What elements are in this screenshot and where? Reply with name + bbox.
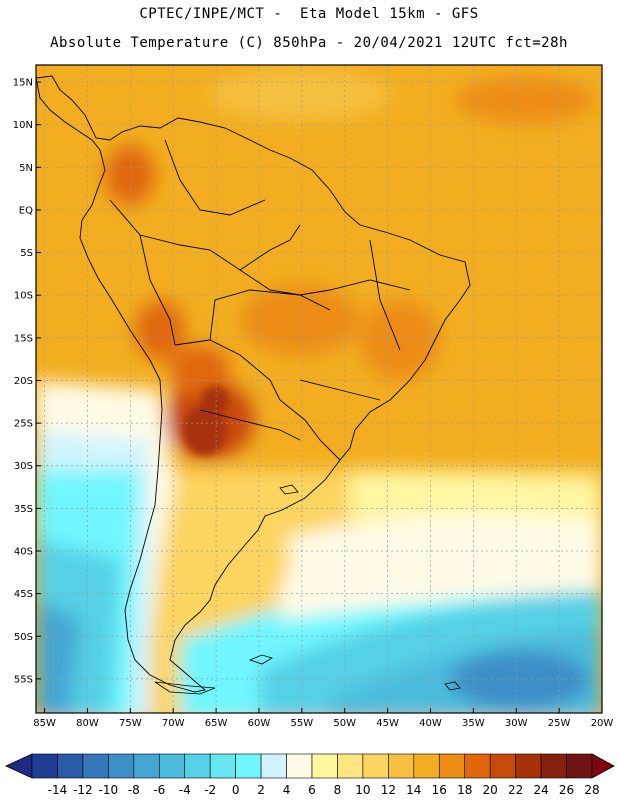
- colorbar-label: -12: [73, 783, 93, 797]
- colorbar-label: 10: [355, 783, 370, 797]
- lat-label: 15N: [13, 78, 33, 89]
- lon-label: 20W: [591, 718, 614, 729]
- lon-label: 60W: [248, 718, 271, 729]
- lon-label: 70W: [162, 718, 185, 729]
- lat-label: 20S: [14, 376, 33, 387]
- colorbar-swatch: [158, 753, 186, 779]
- map-frame: [35, 64, 603, 714]
- colorbar-label: -8: [128, 783, 140, 797]
- lat-label: EQ: [19, 205, 33, 216]
- coastline: [36, 75, 471, 693]
- lon-label: 75W: [119, 718, 142, 729]
- colorbar-label: -10: [99, 783, 119, 797]
- longitude-labels: 85W 80W 75W 70W 65W 60W 55W 50W 45W 40W 35W 30W 25W 2…: [33, 718, 613, 729]
- lat-label: 45S: [14, 589, 33, 600]
- colorbar-swatch: [540, 753, 567, 779]
- colorbar-swatch: [388, 753, 415, 779]
- lat-lon-grid: [36, 65, 603, 713]
- islands: [154, 484, 461, 695]
- colorbar-label: 18: [457, 783, 472, 797]
- lon-label: 65W: [205, 718, 228, 729]
- colorbar-swatch: [489, 753, 516, 779]
- colorbar-swatch: [133, 753, 160, 779]
- lat-label: 30S: [14, 461, 33, 472]
- colorbar-label: 28: [584, 783, 599, 797]
- temperature-field: [36, 65, 602, 713]
- colorbar-swatch: [82, 753, 109, 779]
- lon-label: 55W: [291, 718, 314, 729]
- colorbar-label: 26: [559, 783, 574, 797]
- colorbar-label: 6: [308, 783, 316, 797]
- colorbar-over-arrow: [591, 753, 615, 779]
- lat-label: 50S: [14, 632, 33, 643]
- colorbar-swatch: [362, 753, 389, 779]
- colorbar: -14 -12 -10 -8 -6 -4 -2 0 2 4 6 8 10 12 14 16 18 20 22 24 26…: [5, 753, 615, 797]
- colorbar-swatch: [108, 753, 135, 779]
- colorbar-label: 8: [334, 783, 342, 797]
- colorbar-swatch: [337, 753, 364, 779]
- colorbar-label: 20: [483, 783, 498, 797]
- lat-label: 35S: [14, 504, 33, 515]
- lat-label: 40S: [14, 547, 33, 558]
- colorbar-label: -2: [204, 783, 216, 797]
- colorbar-swatch: [184, 753, 211, 779]
- colorbar-swatch: [209, 753, 236, 779]
- lon-label: 30W: [505, 718, 528, 729]
- colorbar-swatch: [286, 753, 313, 779]
- lat-label: 5S: [20, 248, 33, 259]
- colorbar-swatch: [311, 753, 338, 779]
- lat-label: 5N: [19, 163, 33, 174]
- lon-label: 85W: [33, 718, 56, 729]
- colorbar-swatch: [566, 753, 593, 779]
- colorbar-swatch: [438, 753, 466, 779]
- colorbar-label: -4: [179, 783, 191, 797]
- lat-label: 15S: [14, 333, 33, 344]
- colorbar-label: 0: [232, 783, 240, 797]
- latitude-labels: 15N 10N 5N EQ 5S 10S 15S 20S 25S 30S 35S 40S 45S 50S 5…: [13, 78, 33, 686]
- lat-label: 55S: [14, 674, 33, 685]
- colorbar-swatch: [235, 753, 262, 779]
- lon-label: 25W: [548, 718, 571, 729]
- lat-label: 10N: [13, 120, 33, 131]
- colorbar-swatch: [31, 753, 58, 779]
- colorbar-under-arrow: [5, 753, 33, 779]
- colorbar-label: 22: [508, 783, 523, 797]
- colorbar-label: -14: [48, 783, 68, 797]
- colorbar-label: 4: [283, 783, 291, 797]
- colorbar-swatch: [260, 753, 287, 779]
- map-title-line-1: CPTEC/INPE/MCT - Eta Model 15km - GFS: [139, 6, 479, 22]
- colorbar-label: 2: [257, 783, 265, 797]
- lon-label: 40W: [419, 718, 442, 729]
- colorbar-label: 16: [432, 783, 447, 797]
- lon-label: 35W: [462, 718, 485, 729]
- lon-label: 50W: [333, 718, 356, 729]
- colorbar-label: 14: [406, 783, 421, 797]
- colorbar-label: 12: [381, 783, 396, 797]
- colorbar-label: -6: [153, 783, 165, 797]
- colorbar-swatch: [413, 753, 440, 779]
- lat-label: 25S: [14, 419, 33, 430]
- colorbar-swatch: [57, 753, 84, 779]
- colorbar-label: 24: [533, 783, 548, 797]
- map-title-line-2: Absolute Temperature (C) 850hPa - 20/04/…: [50, 35, 568, 51]
- lon-label: 45W: [376, 718, 399, 729]
- lat-label: 10S: [14, 291, 33, 302]
- colorbar-swatch: [515, 753, 542, 779]
- lon-label: 80W: [76, 718, 99, 729]
- colorbar-swatch: [464, 753, 491, 779]
